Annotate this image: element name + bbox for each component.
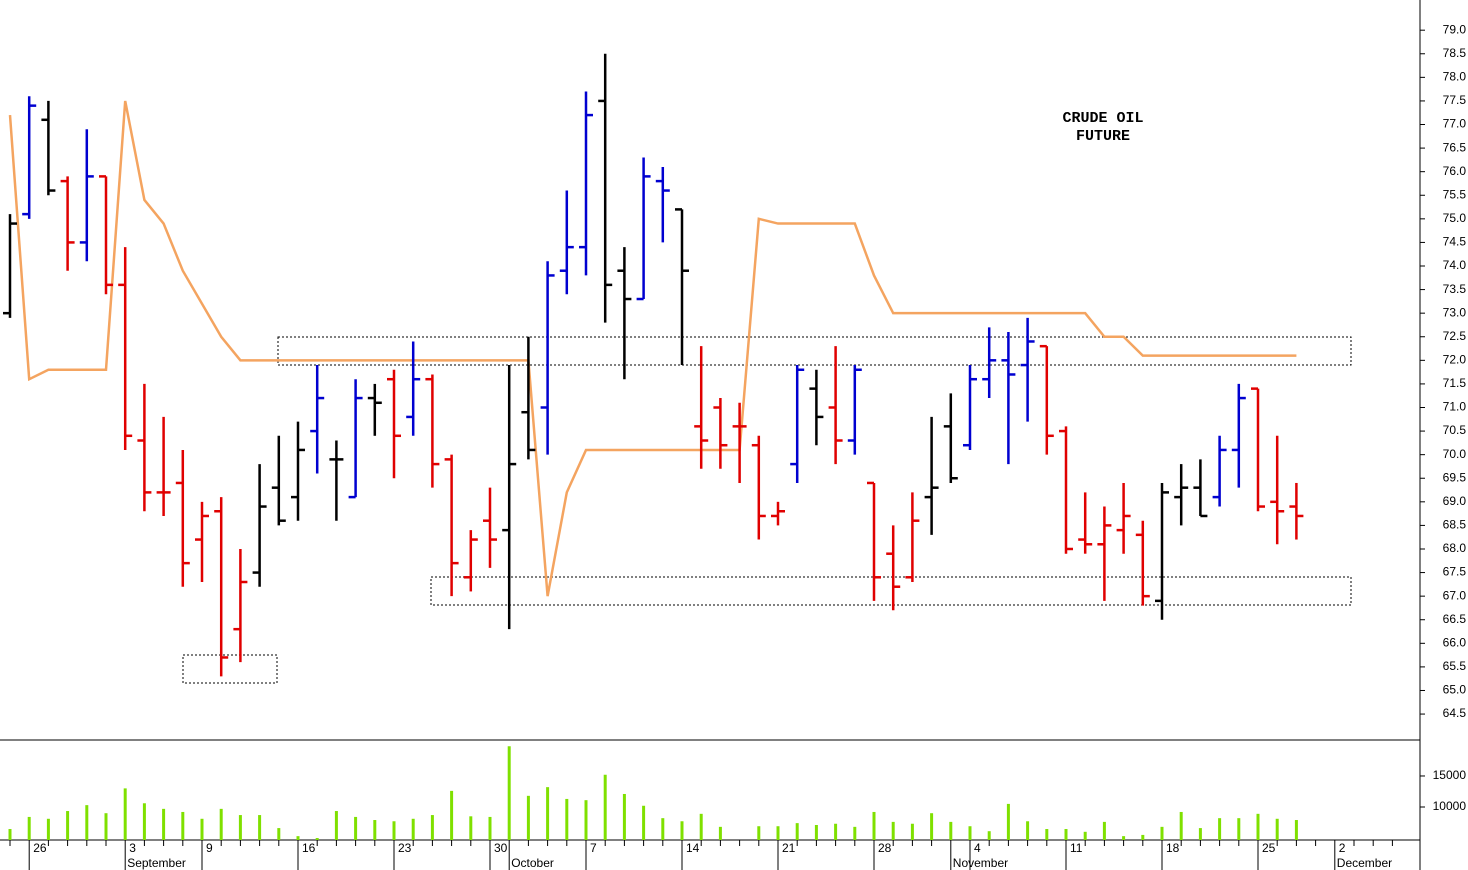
x-tick-label: 23 xyxy=(398,841,412,855)
y-tick-label: 70.0 xyxy=(1443,447,1467,461)
y-tick-label: 69.0 xyxy=(1443,494,1467,508)
y-tick-label: 74.5 xyxy=(1443,235,1467,249)
y-tick-label: 66.5 xyxy=(1443,612,1467,626)
y-tick-label: 68.0 xyxy=(1443,541,1467,555)
y-tick-label: 68.5 xyxy=(1443,518,1467,532)
y-tick-label: 75.0 xyxy=(1443,211,1467,225)
y-tick-label: 78.5 xyxy=(1443,46,1467,60)
month-label: October xyxy=(511,856,554,870)
x-tick-label: 30 xyxy=(494,841,508,855)
y-tick-label: 67.5 xyxy=(1443,565,1467,579)
x-tick-label: 11 xyxy=(1070,841,1083,855)
y-tick-label: 71.0 xyxy=(1443,400,1467,414)
y-tick-label: 69.5 xyxy=(1443,470,1467,484)
overlay-line xyxy=(8,100,1297,597)
x-tick-label: 7 xyxy=(590,841,597,855)
y-tick-label: 73.0 xyxy=(1443,305,1467,319)
annotation-boxes xyxy=(182,336,1352,684)
x-tick-label: 4 xyxy=(974,841,981,855)
y-tick-label: 10000 xyxy=(1433,799,1467,813)
x-tick-label: 18 xyxy=(1166,841,1180,855)
low-box xyxy=(182,654,278,684)
title-line: CRUDE OIL xyxy=(1062,110,1143,127)
y-tick-label: 74.0 xyxy=(1443,258,1467,272)
x-tick-label: 2 xyxy=(1339,841,1346,855)
support-box xyxy=(430,576,1352,606)
y-tick-label: 65.0 xyxy=(1443,683,1467,697)
x-tick-label: 28 xyxy=(878,841,892,855)
y-tick-label: 64.5 xyxy=(1443,706,1467,720)
y-tick-label: 78.0 xyxy=(1443,70,1467,84)
y-tick-label: 76.0 xyxy=(1443,164,1467,178)
resistance-box xyxy=(277,336,1352,366)
y-tick-label: 67.0 xyxy=(1443,588,1467,602)
x-tick-label: 14 xyxy=(686,841,700,855)
y-tick-label: 77.5 xyxy=(1443,93,1467,107)
y-tick-label: 66.0 xyxy=(1443,635,1467,649)
y-tick-label: 77.0 xyxy=(1443,117,1467,131)
month-label: November xyxy=(953,856,1008,870)
y-tick-label: 15000 xyxy=(1433,768,1467,782)
y-tick-label: 76.5 xyxy=(1443,140,1467,154)
x-tick-label: 25 xyxy=(1262,841,1276,855)
title-line: FUTURE xyxy=(1076,128,1130,145)
y-tick-label: 70.5 xyxy=(1443,423,1467,437)
x-tick-label: 21 xyxy=(782,841,796,855)
y-tick-label: 75.5 xyxy=(1443,187,1467,201)
y-tick-label: 72.0 xyxy=(1443,353,1467,367)
month-label: December xyxy=(1337,856,1392,870)
x-tick-label: 9 xyxy=(206,841,213,855)
y-tick-label: 71.5 xyxy=(1443,376,1467,390)
y-tick-label: 79.0 xyxy=(1443,22,1467,36)
y-tick-label: 65.5 xyxy=(1443,659,1467,673)
x-tick-label: 26 xyxy=(33,841,47,855)
month-label: September xyxy=(127,856,186,870)
x-tick-label: 16 xyxy=(302,841,316,855)
x-tick-label: 3 xyxy=(129,841,136,855)
y-tick-label: 72.5 xyxy=(1443,329,1467,343)
y-tick-label: 73.5 xyxy=(1443,282,1467,296)
